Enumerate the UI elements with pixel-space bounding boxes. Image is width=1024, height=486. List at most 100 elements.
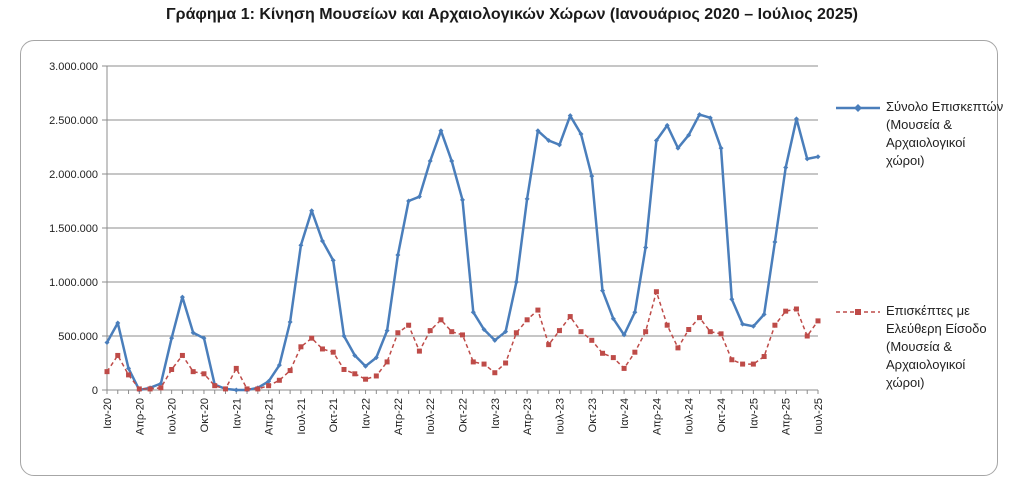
data-point-free-entry — [783, 308, 789, 314]
data-point-total — [266, 378, 272, 384]
x-tick-label: Ιουλ-22 — [425, 398, 437, 435]
data-point-free-entry — [276, 377, 282, 383]
data-point-free-entry — [600, 350, 606, 356]
data-point-total — [169, 335, 175, 341]
data-point-total — [363, 363, 369, 369]
data-point-total — [556, 142, 562, 148]
data-point-free-entry — [804, 333, 810, 339]
legend-total-swatch — [836, 104, 880, 112]
legend-free-swatch — [836, 309, 880, 315]
x-tick-label: Οκτ-23 — [587, 398, 599, 432]
x-tick-label: Ιαν-20 — [102, 398, 114, 429]
series-line-total — [105, 113, 819, 392]
data-point-total — [675, 145, 681, 151]
x-tick-label: Ιουλ-23 — [554, 398, 566, 435]
y-tick-label: 500.000 — [58, 331, 98, 343]
data-point-total — [772, 239, 778, 245]
data-point-free-entry — [352, 371, 358, 377]
x-tick-label: Απρ-24 — [651, 398, 663, 435]
data-point-free-entry — [330, 349, 336, 355]
data-point-total — [492, 337, 498, 343]
data-point-free-entry — [697, 315, 702, 321]
data-point-free-entry — [664, 322, 670, 328]
data-point-free-entry — [492, 370, 498, 376]
data-point-total — [481, 327, 487, 333]
data-point-free-entry — [169, 366, 175, 372]
data-point-total — [535, 128, 541, 134]
data-point-free-entry — [373, 373, 379, 379]
data-point-total — [470, 309, 476, 315]
legend-free-label: Επισκέπτες με Ελεύθερη Είσοδο (Μουσεία &… — [886, 303, 987, 390]
data-point-total — [287, 319, 293, 325]
x-tick-label: Ιαν-24 — [619, 398, 631, 429]
data-point-total — [697, 112, 702, 118]
data-point-free-entry — [147, 386, 153, 392]
data-point-total — [503, 329, 509, 335]
data-point-free-entry — [578, 329, 584, 335]
data-point-free-entry — [503, 360, 509, 366]
data-point-total — [686, 132, 692, 138]
y-tick-label: 2.000.000 — [49, 169, 98, 181]
data-point-free-entry — [535, 307, 541, 313]
data-point-total — [449, 158, 455, 164]
data-point-total — [546, 138, 552, 144]
data-point-total — [190, 330, 196, 336]
data-point-total — [406, 198, 412, 204]
data-point-free-entry — [750, 361, 756, 367]
axes: 0 500.000 1.000.000 1.500.000 2.000.000 2.500… — [49, 61, 825, 435]
data-point-free-entry — [815, 318, 821, 324]
data-point-total — [104, 339, 110, 345]
data-point-total — [707, 115, 713, 121]
data-point-total — [330, 257, 336, 263]
data-point-free-entry — [287, 368, 293, 374]
data-point-total — [729, 296, 735, 302]
data-point-free-entry — [255, 386, 261, 392]
data-point-total — [373, 355, 379, 361]
data-point-free-entry — [481, 361, 487, 367]
y-tick-label: 1.000.000 — [49, 277, 98, 289]
data-point-total — [395, 252, 401, 258]
x-tick-label: Οκτ-24 — [716, 398, 728, 432]
x-tick-label: Ιουλ-25 — [813, 398, 825, 435]
data-point-total — [384, 328, 390, 334]
chart-frame — [20, 40, 998, 476]
data-point-total — [438, 128, 444, 134]
data-point-total — [761, 311, 767, 317]
data-point-free-entry — [406, 322, 412, 328]
data-point-free-entry — [212, 383, 218, 389]
data-point-total — [750, 323, 756, 329]
y-tick-label: 0 — [92, 385, 98, 397]
data-point-free-entry — [223, 386, 228, 392]
data-point-total — [319, 238, 325, 244]
data-point-free-entry — [686, 327, 692, 333]
data-point-free-entry — [513, 330, 519, 336]
data-point-free-entry — [761, 354, 767, 360]
data-point-free-entry — [589, 337, 595, 343]
data-point-free-entry — [470, 359, 476, 365]
data-point-total — [416, 194, 422, 200]
x-tick-label: Ιαν-23 — [490, 398, 502, 429]
x-tick-label: Ιαν-25 — [748, 398, 760, 429]
data-point-total — [276, 362, 282, 368]
data-point-total — [740, 321, 746, 327]
data-point-total — [815, 154, 821, 160]
data-point-total — [804, 156, 810, 162]
data-point-total — [524, 196, 530, 202]
data-point-total — [621, 332, 627, 338]
x-tick-label: Οκτ-21 — [328, 398, 340, 432]
data-point-free-entry — [707, 329, 713, 335]
data-point-free-entry — [718, 331, 724, 337]
data-point-free-entry — [179, 352, 185, 358]
data-point-total — [513, 279, 519, 285]
data-point-free-entry — [266, 383, 272, 389]
x-tick-label: Ιουλ-24 — [684, 398, 696, 435]
data-point-total — [793, 116, 799, 122]
x-tick-label: Απρ-22 — [393, 398, 405, 435]
data-point-total — [233, 387, 239, 393]
x-tick-label: Απρ-21 — [264, 398, 276, 435]
data-point-total — [298, 242, 304, 248]
x-tick-label: Ιουλ-20 — [167, 398, 179, 435]
data-point-total — [309, 208, 315, 214]
y-tick-label: 1.500.000 — [49, 223, 98, 235]
